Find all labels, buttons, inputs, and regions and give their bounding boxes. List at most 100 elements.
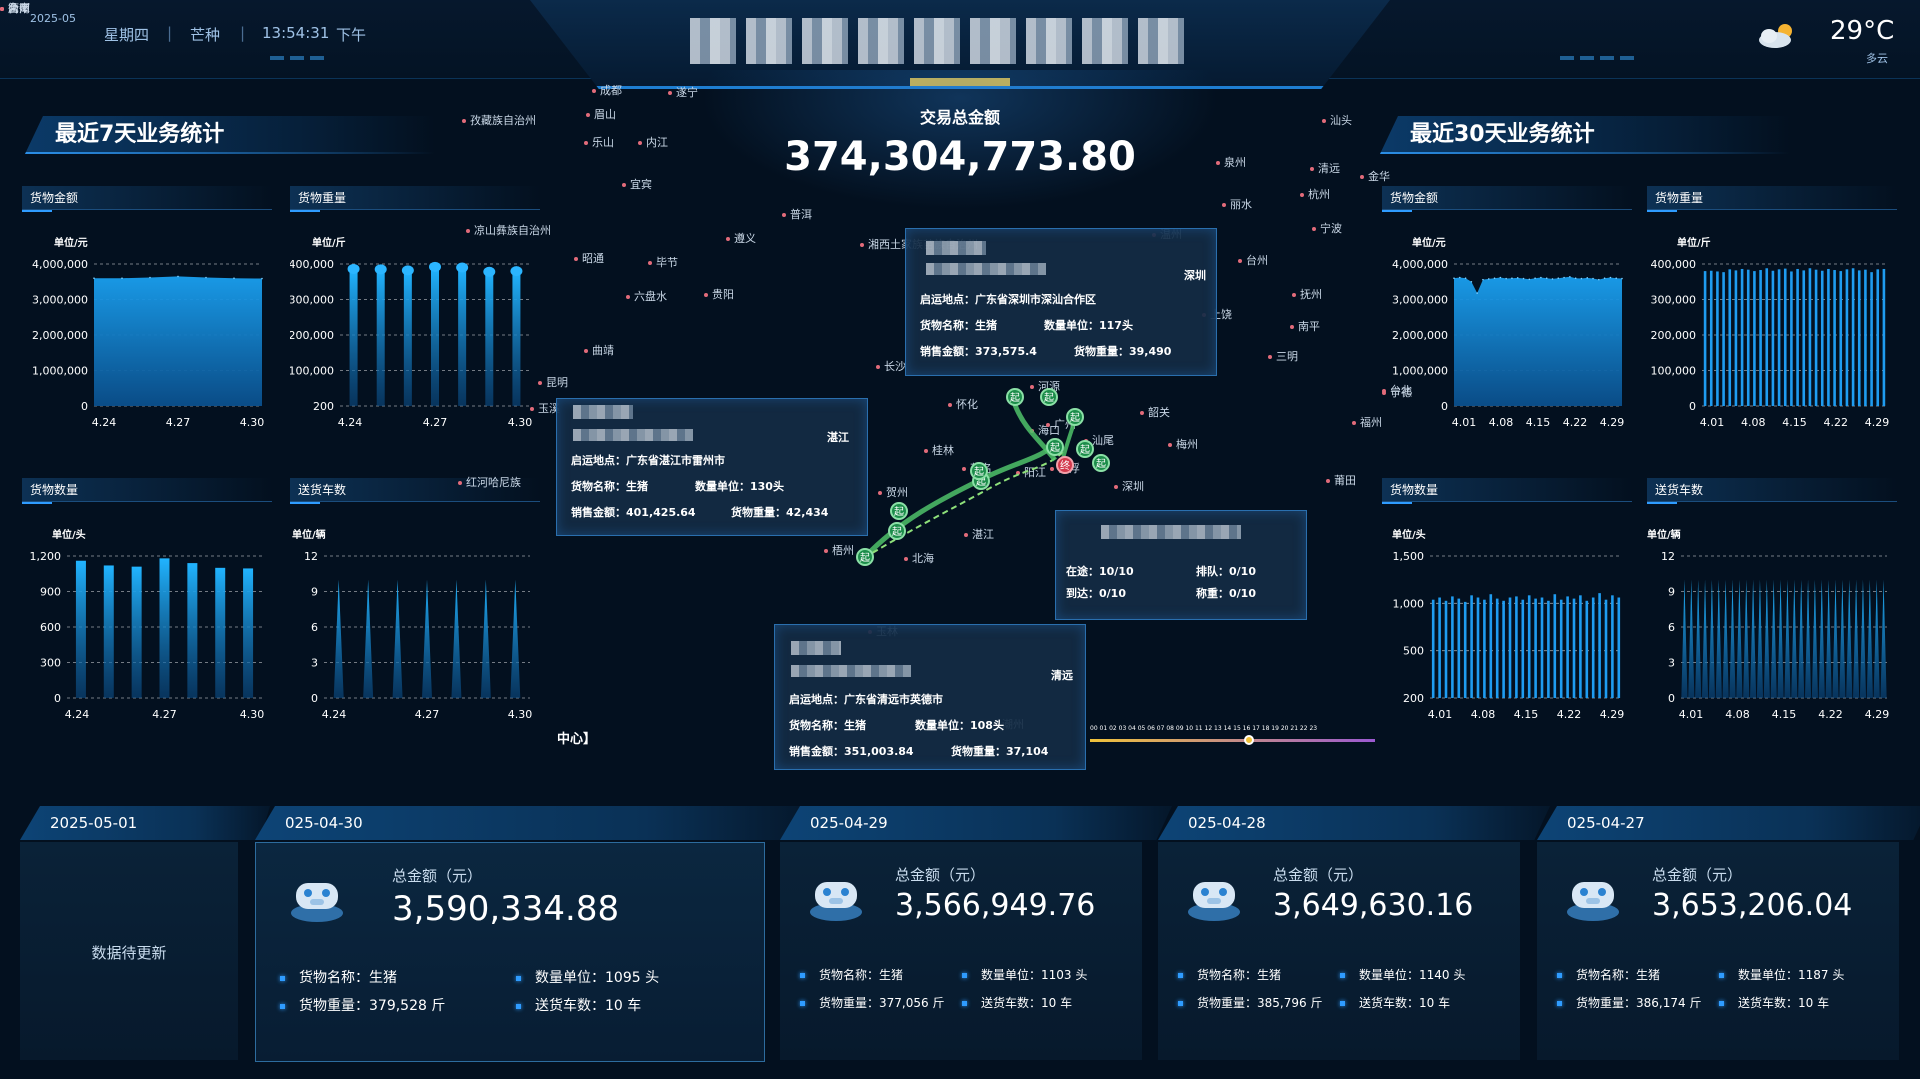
bar	[1515, 596, 1518, 698]
area-series	[94, 276, 262, 406]
header-time: 13:54:31	[262, 24, 330, 42]
center-glow	[700, 70, 1220, 210]
chart-unit: 单位/辆	[292, 530, 326, 541]
spike-bar	[392, 579, 403, 698]
y-tick-label: 4,000,000	[32, 258, 88, 271]
bar	[159, 558, 170, 698]
bar	[103, 565, 114, 698]
spike-bar	[1701, 579, 1709, 698]
bar	[376, 269, 385, 406]
date-tab[interactable]: 025-04-29	[780, 806, 1172, 840]
popup-origin: 启运地点：广东省深圳市深汕合作区	[920, 293, 1096, 306]
route-start-pin[interactable]: 起	[856, 548, 874, 566]
data-point	[1580, 277, 1583, 280]
chart-unit: 单位/元	[1412, 238, 1446, 249]
data-point	[1586, 277, 1589, 279]
city-label: 台北	[1382, 382, 1412, 398]
popup-zhanjiang[interactable]: 湛江 启运地点：广东省湛江市雷州市 货物名称：生猪 数量单位：130头 销售金额…	[556, 398, 868, 536]
data-point	[1511, 277, 1513, 279]
bar-cap	[347, 263, 360, 274]
x-tick-label: 4.01	[1700, 416, 1725, 429]
chart-title: 送货车数	[1647, 478, 1897, 504]
data-point	[121, 277, 123, 279]
city-label: 阳江	[1016, 464, 1046, 480]
route-start-pin[interactable]: 起	[890, 502, 908, 520]
chart-panel-trucks-30d: 送货车数 单位/辆 12 9 6 3 0 4.01 4.08 4.15 4.22 4.29	[1647, 478, 1897, 748]
city-label: 普洱	[782, 206, 812, 222]
bar	[1463, 601, 1467, 698]
route-start-pin[interactable]: 起	[1066, 408, 1084, 426]
y-tick-label: 3,000,000	[1392, 294, 1448, 307]
route-start-pin[interactable]: 起	[888, 522, 906, 540]
bar	[1839, 271, 1843, 406]
data-point	[1528, 278, 1531, 281]
header-separator: |	[240, 24, 246, 42]
city-label: 湛江	[964, 526, 994, 542]
timeline-handle[interactable]	[1244, 735, 1254, 745]
route-start-pin[interactable]: 起	[1076, 440, 1094, 458]
city-label: 台州	[1238, 252, 1268, 268]
amount-value: 3,566,949.76	[895, 888, 1096, 923]
bar	[1777, 269, 1781, 406]
left-section-title: 最近7天业务统计	[25, 116, 435, 154]
x-tick-label: 4.24	[65, 708, 90, 721]
redacted-name	[791, 641, 841, 655]
city-label: 红河哈尼族	[458, 474, 521, 490]
popup-goods: 货物名称：生猪	[571, 480, 648, 493]
bar	[1833, 270, 1836, 406]
route-start-pin[interactable]: 起	[1040, 388, 1058, 406]
bar	[1864, 269, 1867, 406]
bar	[1483, 599, 1486, 698]
data-point	[1470, 280, 1473, 283]
popup-shenzhen[interactable]: 深圳 启运地点：广东省深圳市深汕合作区 货物名称：生猪 数量单位：117头 销售…	[905, 228, 1217, 376]
route-start-pin[interactable]: 起	[1092, 454, 1110, 472]
popup-status[interactable]: 在途：10/10 排队：0/10 到达：0/10 称重：0/10	[1055, 510, 1307, 620]
daily-summary-card[interactable]: 总金额（元） 3,653,206.04 货物名称：生猪 数量单位：1187 头货物重量…	[1537, 842, 1899, 1060]
daily-summary-card[interactable]: 总金额（元） 3,649,630.16 货物名称：生猪 数量单位：1140 头货物重量…	[1158, 842, 1520, 1060]
daily-summary-card[interactable]: 总金额（元） 3,590,334.88 货物名称：生猪 数量单位：1095 头货物重量…	[255, 842, 765, 1062]
spike-bar	[451, 579, 462, 698]
spike-bar	[1880, 579, 1887, 698]
y-tick-label: 200,000	[290, 329, 334, 342]
date-tab-2025-05-01[interactable]: 2025-05-01	[20, 806, 270, 840]
spike-bar	[1784, 579, 1791, 698]
popup-qingyuan[interactable]: 清远 启运地点：广东省清远市英德市 货物名称：生猪 数量单位：108头 销售金额…	[774, 624, 1086, 770]
bar	[1617, 597, 1621, 698]
chart-title: 货物重量	[290, 186, 540, 212]
weight-field: 货物重量：386,174 斤	[1557, 994, 1701, 1011]
popup-weight: 货物重量：39,490	[1074, 345, 1172, 358]
data-point	[1557, 277, 1560, 279]
trucks-field: 送货车数：10 车	[1719, 994, 1829, 1011]
daily-summary-card[interactable]: 总金额（元） 3,566,949.76 货物名称：生猪 数量单位：1103 头货物重量…	[780, 842, 1142, 1060]
bar	[403, 270, 412, 406]
date-tab[interactable]: 025-04-30	[255, 806, 813, 840]
route-end-pin[interactable]: 终	[1056, 456, 1074, 474]
goods-field: 货物名称：生猪	[800, 966, 903, 983]
bar	[75, 560, 86, 698]
date-tab[interactable]: 025-04-27	[1537, 806, 1920, 840]
city-label: 三明	[1268, 348, 1298, 364]
spike-bar	[510, 579, 521, 698]
route-start-pin[interactable]: 起	[970, 462, 988, 480]
y-tick-label: 3,000,000	[32, 294, 88, 307]
city-label: 孜藏族自治州	[462, 112, 536, 128]
chart-panel-amount-7d: 货物金额 单位/元 4,000,000 3,000,000 2,000,000 1,0…	[22, 186, 272, 446]
bar	[512, 271, 521, 406]
data-point	[205, 276, 207, 279]
data-point	[1563, 276, 1565, 279]
y-tick-label: 3	[1668, 657, 1675, 670]
bar	[1527, 595, 1531, 698]
amount-value: 3,590,334.88	[392, 889, 620, 929]
route-start-pin[interactable]: 起	[1006, 388, 1024, 406]
y-tick-label: 6	[1668, 621, 1675, 634]
goods-field: 货物名称：生猪	[1557, 966, 1660, 983]
bar	[1765, 268, 1769, 406]
redacted-name	[573, 405, 633, 419]
timeline-track[interactable]	[1090, 739, 1375, 742]
date-tab[interactable]: 025-04-28	[1158, 806, 1550, 840]
chart-count-30d: 1,500 1,000 500 200 4.01 4.08 4.15 4.22 4.29	[1393, 550, 1625, 721]
bar	[1553, 594, 1557, 698]
amount-label: 总金额（元）	[895, 866, 986, 884]
route-start-pin[interactable]: 起	[1046, 438, 1064, 456]
x-tick-label: 4.27	[166, 416, 191, 429]
